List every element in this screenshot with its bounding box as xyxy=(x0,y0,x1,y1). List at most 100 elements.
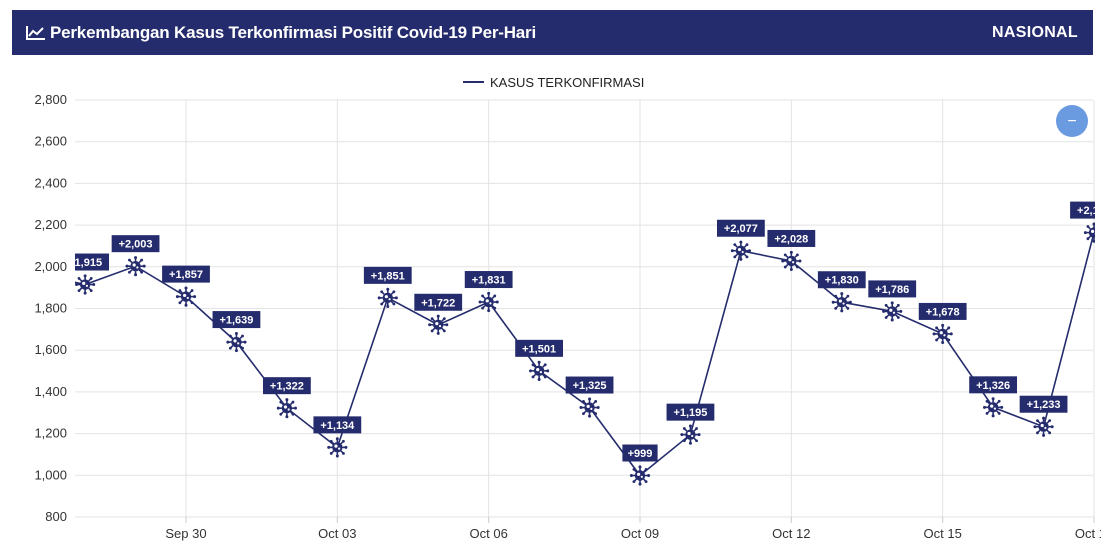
data-label-box xyxy=(716,219,765,237)
virus-icon xyxy=(124,255,147,278)
data-label-box xyxy=(767,229,816,247)
virus-icon xyxy=(780,250,803,272)
data-label-text: +2,003 xyxy=(119,239,153,251)
virus-icon xyxy=(326,436,349,459)
y-tick-label: 1,200 xyxy=(34,426,67,441)
data-label: +2,077 xyxy=(716,219,765,237)
x-tick-label: Sep 30 xyxy=(165,526,206,541)
scope-label: NASIONAL xyxy=(992,23,1078,41)
data-label-text: +1,233 xyxy=(1027,399,1061,411)
data-label-text: +1,722 xyxy=(421,297,455,309)
data-label-box xyxy=(212,311,261,329)
virus-icon xyxy=(528,359,551,382)
y-tick-label: 1,600 xyxy=(34,342,67,357)
data-label-text: +2,164 xyxy=(1077,205,1101,217)
data-label: +2,028 xyxy=(767,229,816,247)
x-axis: Sep 30 Oct 03 Oct 06 Oct 09 Oct 12 Oct 15 Oct … xyxy=(165,517,1101,541)
data-label-box xyxy=(262,377,311,395)
data-label-text: +2,028 xyxy=(774,233,808,245)
x-tick-label: Oct 09 xyxy=(621,526,659,541)
data-label-text: +1,325 xyxy=(573,380,607,392)
x-tick-label: Oct 18 xyxy=(1075,526,1101,541)
virus-icon xyxy=(225,331,248,353)
legend-label: KASUS TERKONFIRMASI xyxy=(490,75,644,90)
data-label-text: +1,678 xyxy=(926,306,960,318)
legend[interactable]: KASUS TERKONFIRMASI xyxy=(463,75,644,90)
data-label-text: +1,966 xyxy=(18,246,52,258)
data-label-text: +1,830 xyxy=(825,275,859,287)
y-tick-label: 800 xyxy=(45,509,67,524)
y-tick-label: 2,200 xyxy=(34,217,67,232)
line-chart-icon xyxy=(26,25,45,40)
data-label: +1,966 xyxy=(11,243,59,260)
data-label: +1,857 xyxy=(162,265,210,283)
data-label-text: +1,326 xyxy=(976,380,1010,392)
virus-icon xyxy=(175,285,197,308)
virus-icon xyxy=(376,286,399,309)
data-label-box xyxy=(363,266,412,284)
y-tick-label: 2,400 xyxy=(34,175,67,190)
y-tick-label: 1,000 xyxy=(34,467,67,482)
virus-icon xyxy=(427,313,450,336)
data-label: +1,830 xyxy=(817,271,866,289)
data-label-box xyxy=(969,376,1018,394)
data-label-box xyxy=(817,271,866,289)
data-label-box xyxy=(162,265,210,283)
data-label: +1,786 xyxy=(868,280,917,298)
data-label: +1,915 xyxy=(68,253,110,271)
virus-icon xyxy=(982,396,1005,419)
chart-title: Perkembangan Kasus Terkonfirmasi Positif… xyxy=(50,22,536,42)
data-label-box xyxy=(666,403,715,421)
data-label-text: +1,915 xyxy=(68,257,102,269)
x-tick-label: Oct 12 xyxy=(772,526,810,541)
data-label-box xyxy=(918,302,967,320)
virus-icon xyxy=(679,423,702,446)
data-label-box xyxy=(868,280,917,298)
data-label-text: +2,077 xyxy=(724,223,758,235)
x-tick-label: Oct 03 xyxy=(318,526,356,541)
data-label-text: +1,134 xyxy=(320,420,355,432)
virus-icon xyxy=(75,273,97,296)
data-label-text: +1,639 xyxy=(219,315,253,327)
virus-icon xyxy=(931,323,954,345)
data-label-text: +1,501 xyxy=(522,343,556,355)
virus-icon xyxy=(629,464,651,487)
virus-icon xyxy=(881,300,904,323)
data-label-text: +999 xyxy=(628,448,653,460)
data-label: +999 xyxy=(622,444,658,462)
data-label-box xyxy=(111,235,160,253)
zoom-out-icon: − xyxy=(1067,113,1076,130)
data-label: +1,501 xyxy=(515,339,564,357)
y-tick-label: 1,800 xyxy=(34,301,67,316)
data-label-box xyxy=(11,243,59,260)
data-label-box xyxy=(414,293,463,311)
data-label: +1,134 xyxy=(313,416,362,434)
data-label-text: +1,195 xyxy=(673,407,707,419)
data-label-text: +1,831 xyxy=(472,275,506,287)
data-label-text: +1,786 xyxy=(875,284,909,296)
data-label: +2,003 xyxy=(111,235,160,253)
zoom-out-button[interactable]: − xyxy=(1056,105,1088,137)
data-label-box xyxy=(75,253,110,271)
virus-icon xyxy=(477,291,500,313)
data-label-box xyxy=(565,376,614,394)
data-label-text: +1,851 xyxy=(371,270,405,282)
virus-icon xyxy=(1032,415,1055,438)
data-label-box xyxy=(1019,395,1068,413)
data-label: +1,322 xyxy=(262,377,311,395)
y-tick-label: 2,600 xyxy=(34,134,67,149)
data-label-box xyxy=(313,416,362,434)
data-label: +1,639 xyxy=(212,311,261,329)
virus-icon xyxy=(578,396,601,419)
y-tick-label: 2,800 xyxy=(34,92,67,107)
data-label: +1,325 xyxy=(565,376,614,394)
data-label: +1,326 xyxy=(969,376,1018,394)
data-label: +1,831 xyxy=(464,271,513,289)
data-label-box xyxy=(515,339,564,357)
data-label-text: +1,857 xyxy=(169,269,203,281)
virus-icon xyxy=(830,291,853,314)
data-label: +1,678 xyxy=(918,302,967,320)
data-label: +1,195 xyxy=(666,403,715,421)
x-tick-label: Oct 06 xyxy=(470,526,508,541)
data-label-box xyxy=(1070,201,1095,219)
